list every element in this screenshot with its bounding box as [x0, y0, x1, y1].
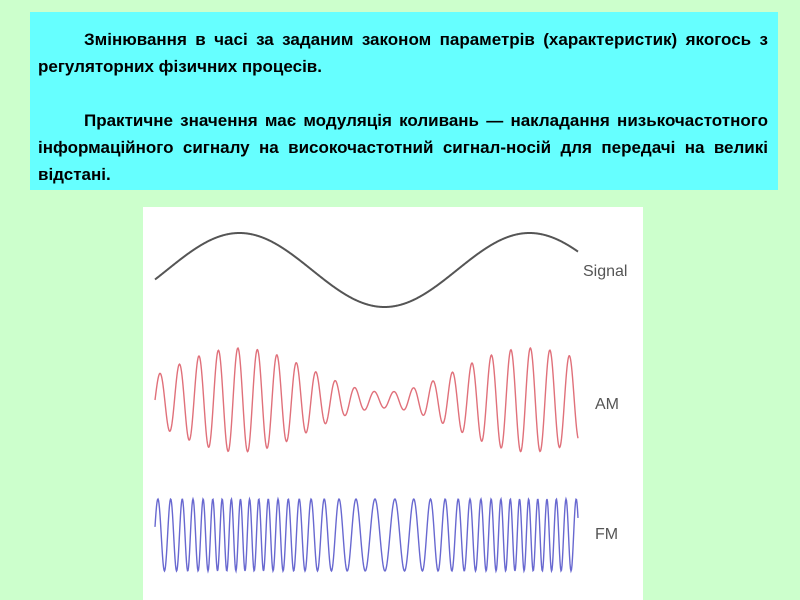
paragraph: Змінювання в часі за заданим законом пар… — [38, 30, 768, 76]
modulation-figure: Signal AM FM — [143, 207, 643, 600]
fm-wave — [154, 496, 579, 574]
wave-label: AM — [595, 396, 619, 413]
signal-wave — [154, 232, 579, 308]
am-wave — [154, 347, 579, 453]
wave-label: Signal — [583, 263, 627, 280]
text-box: Змінювання в часі за заданим законом пар… — [30, 12, 778, 190]
paragraph: Практичне значення має модуляція коливан… — [38, 111, 768, 184]
waveforms: Signal AM FM — [154, 232, 627, 574]
wave-label: FM — [595, 526, 618, 543]
